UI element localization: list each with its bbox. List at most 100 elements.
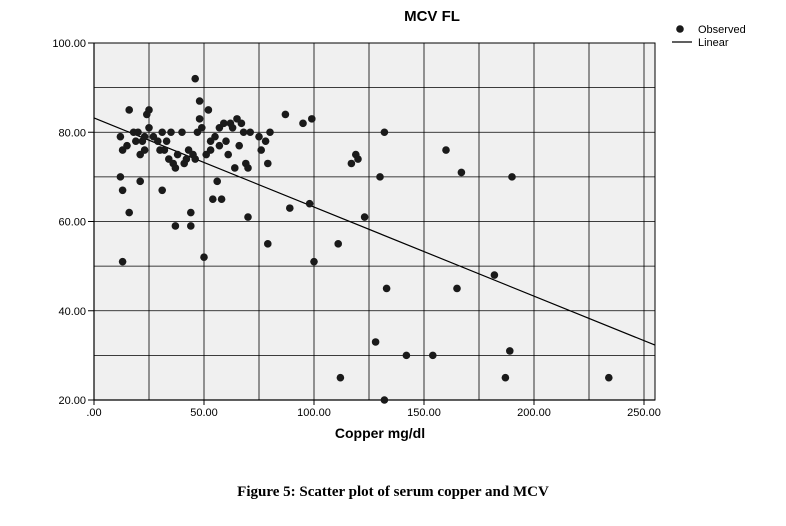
observed-point bbox=[429, 351, 437, 360]
observed-point bbox=[198, 123, 206, 132]
observed-point bbox=[506, 347, 514, 355]
observed-point bbox=[162, 137, 171, 145]
observed-point bbox=[132, 137, 140, 145]
x-axis-label: Copper mg/dl bbox=[335, 425, 425, 441]
observed-point bbox=[206, 146, 215, 154]
legend-observed-marker bbox=[676, 25, 684, 33]
grid-lines bbox=[94, 43, 655, 400]
observed-point bbox=[213, 177, 221, 186]
observed-point bbox=[187, 222, 195, 230]
observed-point bbox=[237, 119, 246, 128]
observed-point bbox=[299, 119, 307, 128]
y-tick-label: 100.00 bbox=[52, 38, 86, 50]
observed-point bbox=[308, 115, 316, 123]
observed-point bbox=[244, 213, 252, 221]
observed-point bbox=[231, 164, 239, 172]
observed-point bbox=[140, 132, 149, 141]
observed-point bbox=[123, 141, 131, 150]
observed-point bbox=[125, 106, 133, 114]
figure-caption: Figure 5: Scatter plot of serum copper a… bbox=[237, 484, 549, 500]
observed-point bbox=[167, 128, 175, 137]
observed-point bbox=[187, 208, 195, 217]
observed-point bbox=[264, 240, 272, 248]
observed-point bbox=[457, 168, 466, 177]
observed-point bbox=[173, 150, 182, 159]
observed-point bbox=[204, 106, 213, 114]
observed-point bbox=[371, 338, 380, 346]
x-tick-label: .00 bbox=[86, 407, 101, 419]
observed-point bbox=[134, 128, 142, 137]
observed-point bbox=[191, 74, 199, 83]
observed-point bbox=[286, 204, 294, 212]
chart-title: MCV FL bbox=[404, 8, 460, 25]
observed-point bbox=[118, 186, 127, 195]
observed-point bbox=[266, 128, 274, 137]
observed-point bbox=[200, 253, 208, 261]
observed-point bbox=[209, 195, 217, 203]
observed-point bbox=[211, 132, 219, 141]
observed-point bbox=[145, 123, 153, 132]
observed-point bbox=[178, 128, 186, 137]
x-tick-label: 150.00 bbox=[407, 407, 441, 419]
x-tick-label: 50.00 bbox=[190, 407, 218, 419]
observed-point bbox=[376, 173, 384, 181]
y-tick-label: 60.00 bbox=[58, 217, 86, 229]
legend: Observed Linear bbox=[672, 24, 746, 49]
observed-point bbox=[255, 132, 263, 141]
observed-point bbox=[402, 351, 411, 360]
observed-point bbox=[228, 123, 237, 132]
observed-point bbox=[217, 195, 226, 203]
y-tick-label: 20.00 bbox=[58, 395, 86, 407]
observed-point bbox=[171, 222, 180, 230]
observed-point bbox=[239, 128, 248, 137]
observed-point bbox=[182, 155, 191, 163]
observed-point bbox=[171, 164, 180, 172]
observed-point bbox=[224, 150, 232, 159]
observed-point bbox=[195, 97, 204, 105]
observed-point bbox=[264, 159, 272, 168]
observed-point bbox=[257, 146, 266, 154]
observed-point bbox=[246, 128, 254, 137]
observed-point bbox=[215, 141, 224, 150]
observed-point bbox=[360, 213, 369, 221]
observed-point bbox=[136, 177, 144, 186]
observed-point bbox=[125, 208, 133, 217]
observed-point bbox=[261, 137, 270, 145]
observed-point bbox=[118, 257, 127, 266]
y-tick-label: 40.00 bbox=[58, 306, 86, 318]
observed-point bbox=[160, 146, 169, 154]
x-tick-label: 100.00 bbox=[297, 407, 331, 419]
observed-point bbox=[281, 110, 290, 119]
observed-point bbox=[305, 199, 314, 208]
observed-point bbox=[453, 284, 461, 293]
observed-point bbox=[605, 373, 613, 382]
x-tick-label: 250.00 bbox=[627, 407, 661, 419]
legend-observed-label: Observed bbox=[698, 24, 746, 36]
observed-point bbox=[158, 128, 166, 137]
observed-point bbox=[442, 146, 450, 154]
axes bbox=[88, 42, 655, 405]
observed-point bbox=[501, 373, 510, 382]
observed-point bbox=[310, 257, 318, 266]
y-tick-label: 80.00 bbox=[58, 127, 86, 139]
tick-labels: .00 50.00 100.00 150.00 200.00 250.00 20.00 40.… bbox=[52, 38, 660, 419]
observed-point bbox=[116, 132, 125, 141]
legend-linear-label: Linear bbox=[698, 37, 729, 49]
observed-point bbox=[116, 173, 125, 181]
x-tick-label: 200.00 bbox=[517, 407, 551, 419]
observed-point bbox=[220, 119, 228, 128]
observed-point bbox=[347, 159, 356, 168]
observed-point bbox=[380, 396, 389, 404]
observed-point bbox=[145, 106, 153, 114]
observed-point bbox=[154, 137, 162, 145]
observed-point bbox=[222, 137, 230, 145]
observed-point bbox=[235, 141, 243, 150]
observed-point bbox=[140, 146, 149, 154]
observed-point bbox=[191, 155, 199, 163]
observed-point bbox=[354, 155, 362, 163]
observed-point bbox=[334, 240, 343, 248]
observed-point bbox=[380, 128, 389, 137]
observed-point bbox=[158, 186, 166, 195]
observed-point bbox=[336, 373, 345, 382]
